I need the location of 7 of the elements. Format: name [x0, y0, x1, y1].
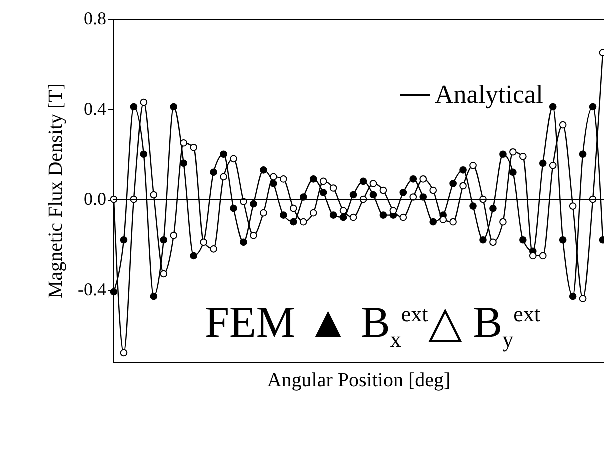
y-axis-title: Magnetic Flux Density [T]	[45, 84, 68, 298]
y-tick-label: 0.0	[84, 189, 106, 210]
x-axis-title: Angular Position [deg]	[267, 370, 451, 392]
y-tick-label: -0.4	[78, 279, 106, 300]
legend-label: Analytical	[435, 80, 544, 109]
y-tick-label: 0.4	[84, 98, 106, 119]
y-tick-label: 0.8	[84, 8, 106, 28]
